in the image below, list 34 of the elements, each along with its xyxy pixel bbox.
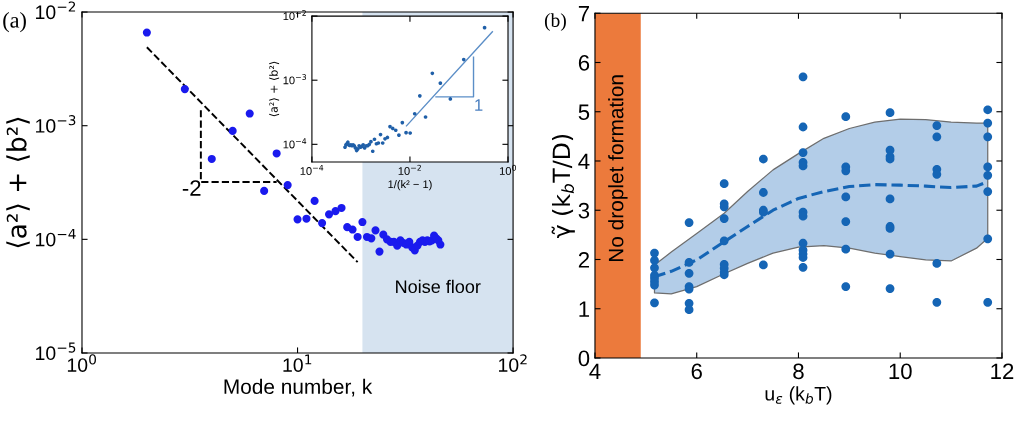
y-tick-label: 10$^{−2}$ (36, 1, 76, 20)
x-tick-label: 10$^{−2}$ (398, 164, 421, 175)
x-tick-label: 10$^{1}$ (283, 354, 312, 372)
annotation: 1 (475, 99, 483, 111)
y-tick-label: 1 (579, 301, 590, 317)
x-tick-label: 12 (991, 363, 1014, 379)
y-tick-label: 6 (578, 55, 590, 71)
y-axis-title: γ̃ (k$_{b}$T/D) (551, 134, 575, 239)
x-axis-title: u$_{ε}$ (k$_{b}$T) (765, 386, 832, 405)
y-tick-label: 10$^{−4}$ (283, 138, 307, 149)
annotation: -2 (182, 180, 201, 196)
y-tick-label: 0 (578, 350, 590, 367)
y-tick-label: 3 (578, 202, 590, 219)
text: (b) (544, 13, 566, 31)
y-tick-label: 5 (578, 104, 590, 121)
x-axis-title: 1/(k² − 1) (388, 180, 432, 191)
y-tick-label: 10$^{−3}$ (36, 115, 76, 133)
band-label: Noise floor (396, 279, 481, 294)
y-axis-title: ⟨a²⟩ + ⟨b²⟩ (6, 117, 30, 248)
band-label: No droplet formation (608, 75, 628, 262)
y-tick-label: 2 (578, 252, 589, 268)
y-tick-label: 7 (578, 6, 589, 22)
y-tick-label: 10$^{−4}$ (36, 228, 76, 247)
text: (a) (3, 12, 26, 33)
x-tick-label: 6 (691, 363, 702, 380)
y-axis-title: ⟨a²⟩ + ⟨b²⟩ (269, 61, 280, 117)
x-tick-label: 10 (889, 363, 912, 380)
x-tick-label: 8 (793, 363, 804, 380)
x-tick-label: 4 (589, 363, 601, 379)
x-tick-label: 10$^{2}$ (499, 354, 527, 372)
x-axis-title: Mode number, k (224, 378, 373, 397)
y-tick-label: 10$^{−3}$ (283, 74, 307, 85)
x-tick-label: 10$^{−4}$ (300, 164, 324, 175)
x-tick-label: 10$^{0}$ (499, 164, 517, 175)
